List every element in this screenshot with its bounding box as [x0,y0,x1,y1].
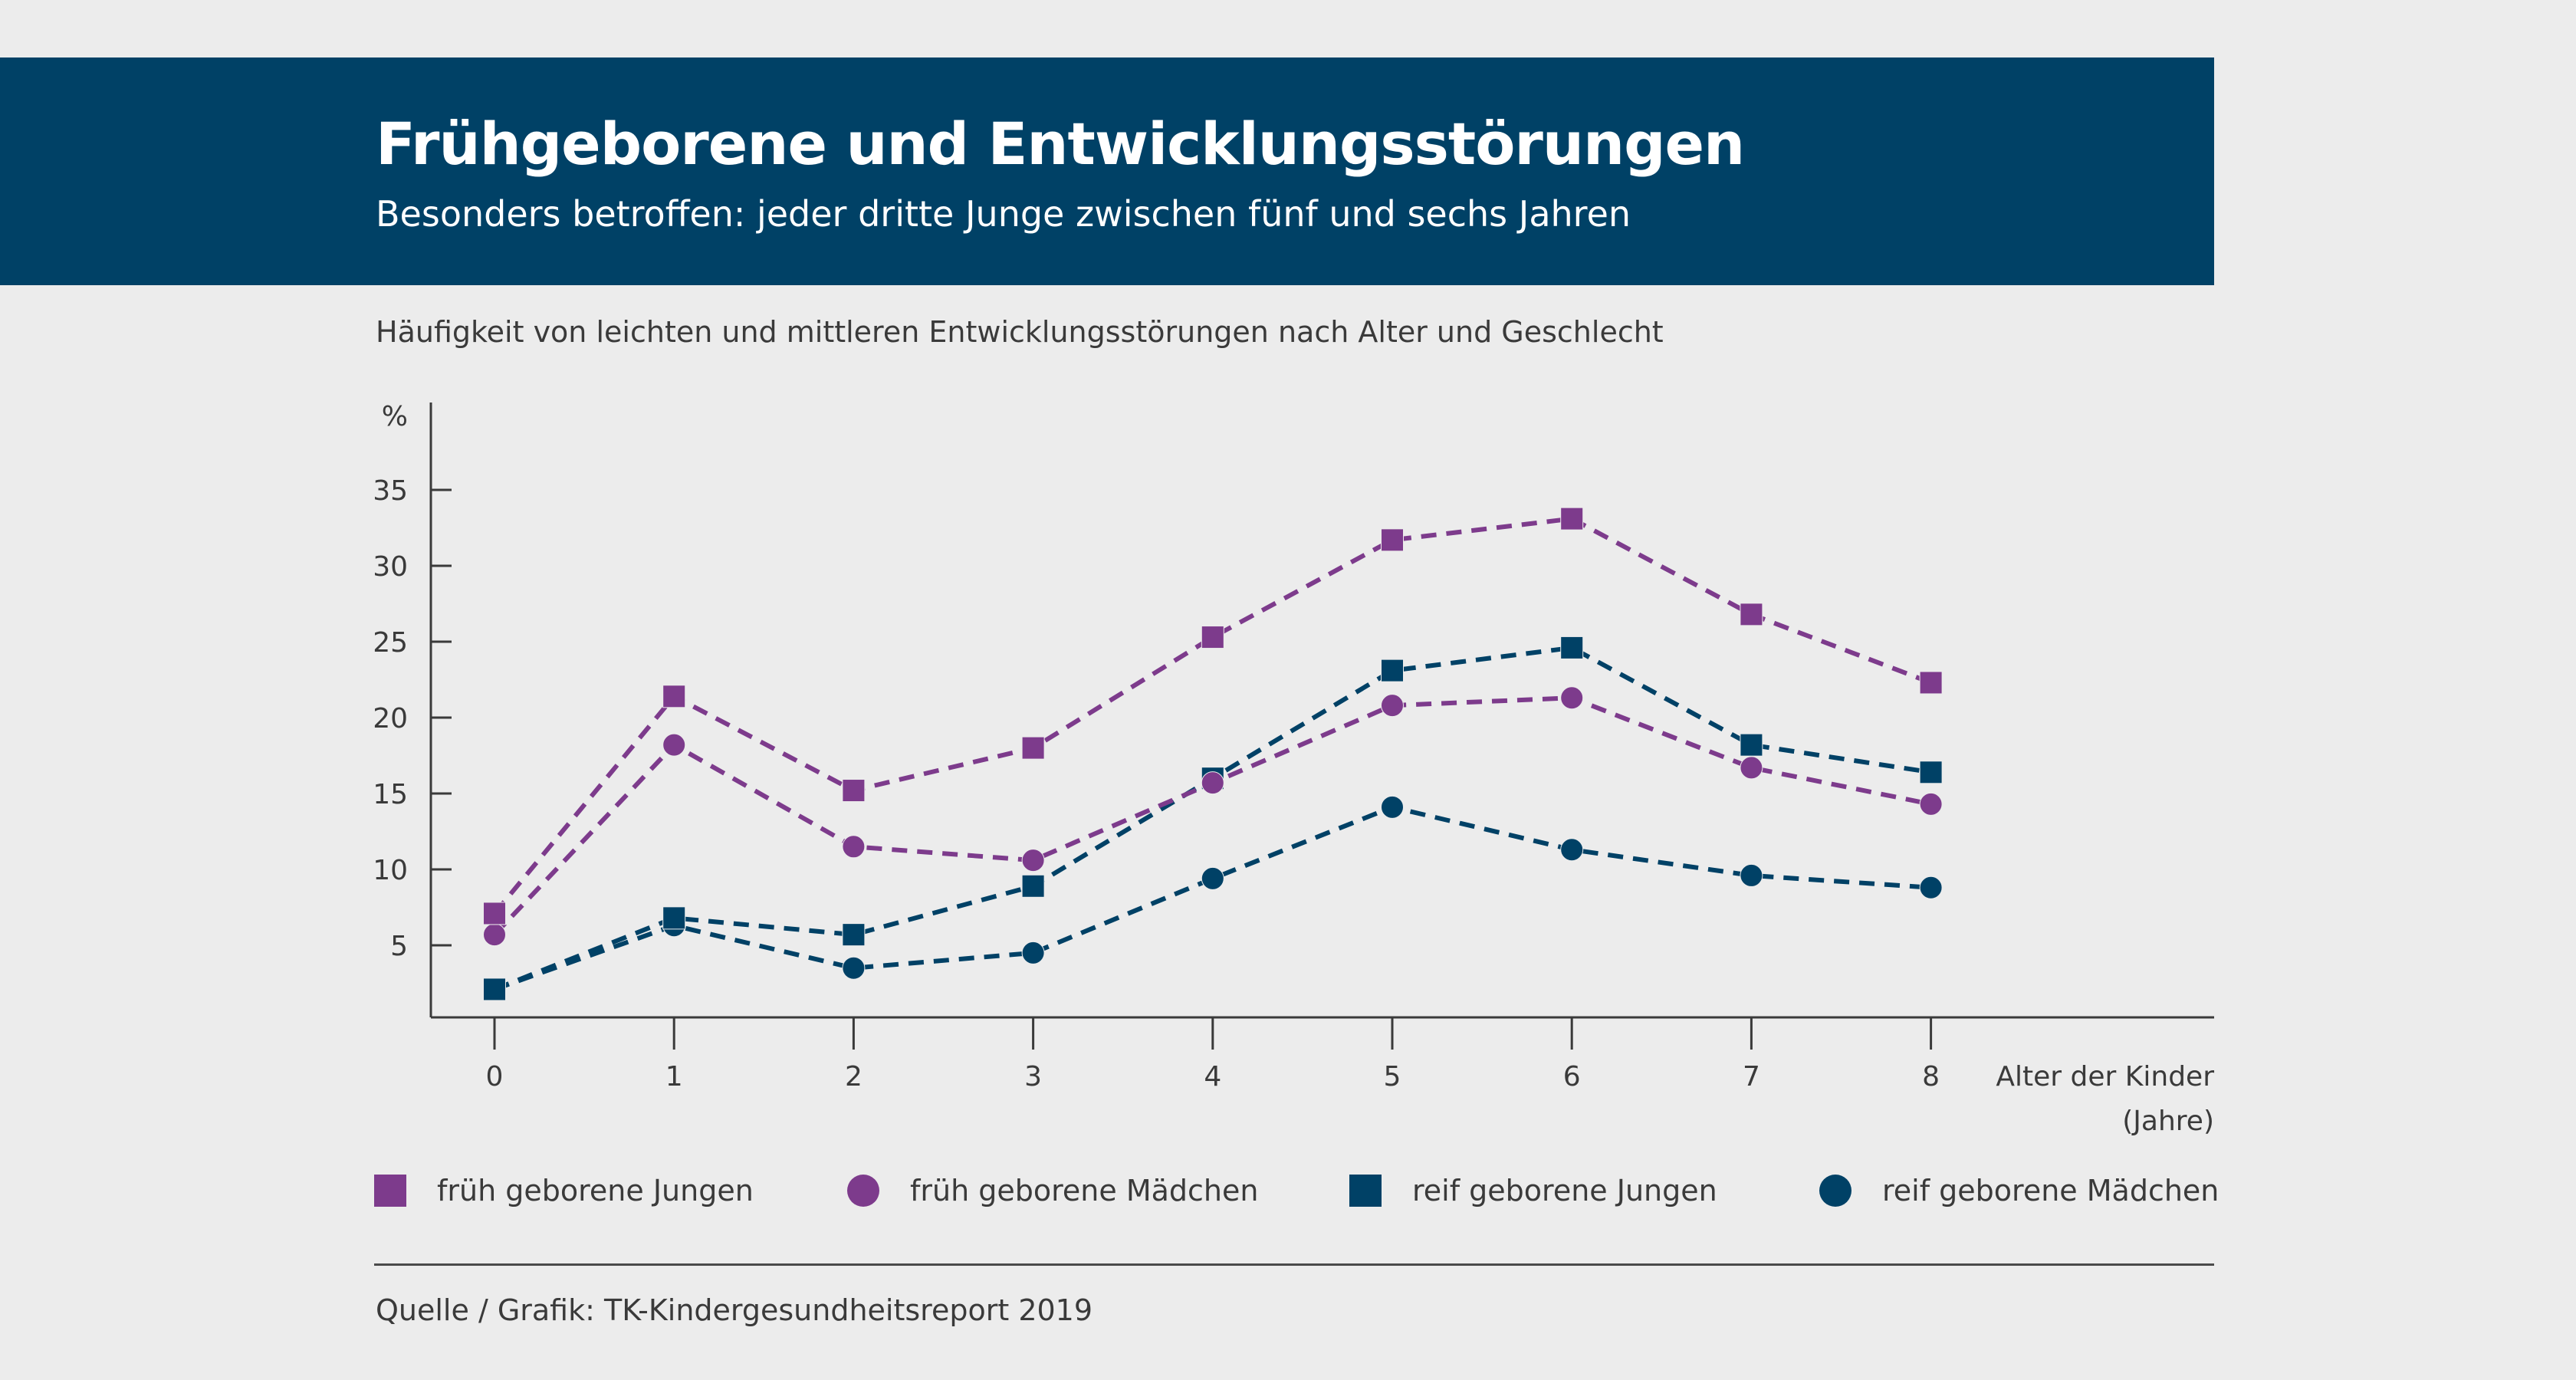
data-point-square [1919,761,1943,784]
series-reif-geborene-mädchen [483,795,1943,1001]
data-point-square [1021,874,1045,898]
y-axis-unit-label: % [382,401,408,432]
data-point-square [1560,507,1584,531]
page-title: Frühgeborene und Entwicklungsstörungen [376,110,1745,178]
data-point-circle [1919,876,1943,899]
y-tick-label: 35 [373,475,408,507]
series-line [493,804,1931,992]
x-tick-label: 6 [1563,1061,1581,1092]
circle-marker-icon [1819,1175,1852,1207]
circle-marker-icon [847,1175,879,1207]
y-tick-label: 30 [373,551,408,583]
data-point-circle [1381,795,1404,819]
data-point-circle [1560,686,1584,710]
data-point-square [842,779,866,803]
y-tick-label: 15 [373,779,408,810]
axes: % Alter der Kinder (Jahre) [382,401,2214,1137]
chart-subtitle: Häufigkeit von leichten und mittleren En… [376,315,1664,349]
series-reif-geborene-jungen [483,636,1943,1001]
legend-label: reif geborene Mädchen [1882,1174,2220,1208]
data-point-circle [842,956,866,980]
x-tick-label: 4 [1204,1061,1221,1092]
data-point-circle [483,923,506,947]
data-point-square [1740,733,1763,757]
series-group [483,507,1943,1001]
data-point-square [483,978,506,1001]
x-tick-label: 7 [1743,1061,1760,1092]
x-tick-label: 0 [486,1061,504,1092]
square-marker-icon [1349,1175,1382,1207]
header-banner [0,58,2214,285]
series-früh-geborene-mädchen [483,686,1943,947]
footer-divider [374,1263,2214,1266]
data-point-square [1201,626,1224,649]
x-tick-label: 5 [1384,1061,1401,1092]
source-note: Quelle / Grafik: TK-Kindergesundheitsrep… [376,1293,1093,1327]
data-point-circle [842,835,866,859]
data-point-circle [1919,792,1943,816]
data-point-circle [1021,849,1045,872]
data-point-square [1560,636,1584,659]
data-point-square [662,685,686,708]
data-point-square [1381,528,1404,552]
page-subtitle: Besonders betroffen: jeder dritte Junge … [376,193,1631,235]
legend-item-reif-jungen: reif geborene Jungen [1349,1173,1717,1208]
data-point-circle [1201,866,1224,890]
data-point-square [483,902,506,925]
y-tick-label: 10 [373,855,408,886]
x-axis-label-line-1: Alter der Kinder [1996,1061,2214,1092]
y-tick-label: 20 [373,703,408,734]
y-ticks: 5 10 15 20 25 30 35 [373,475,452,962]
data-point-circle [1201,771,1224,795]
data-point-circle [1381,694,1404,718]
y-tick-label: 5 [390,931,408,962]
legend-label: früh geborene Jungen [437,1174,754,1208]
square-marker-icon [374,1175,406,1207]
x-ticks: 0 1 2 3 4 5 6 7 8 [486,1017,1940,1092]
legend-item-frueh-jungen: früh geborene Jungen [374,1173,754,1208]
legend: früh geborene Jungen früh geborene Mädch… [0,1173,2576,1211]
x-tick-label: 3 [1024,1061,1042,1092]
x-axis-label-line-2: (Jahre) [2122,1106,2214,1137]
data-point-circle [1740,863,1763,887]
legend-label: früh geborene Mädchen [910,1174,1259,1208]
data-point-square [1740,603,1763,626]
data-point-square [842,923,866,947]
series-line [492,695,1932,937]
x-tick-label: 8 [1922,1061,1940,1092]
data-point-square [1381,659,1404,682]
data-point-circle [662,733,686,757]
data-point-square [662,906,686,930]
series-line [492,516,1932,915]
data-point-circle [1740,756,1763,780]
data-point-square [1021,736,1045,760]
series-früh-geborene-jungen [483,507,1943,925]
data-point-circle [1560,838,1584,862]
series-line [493,645,1932,992]
legend-item-reif-maedchen: reif geborene Mädchen [1819,1173,2219,1208]
x-tick-label: 1 [665,1061,683,1092]
legend-label: reif geborene Jungen [1412,1174,1717,1208]
data-point-circle [1021,941,1045,964]
legend-item-frueh-maedchen: früh geborene Mädchen [847,1173,1258,1208]
y-tick-label: 25 [373,627,408,659]
data-point-square [1919,671,1943,695]
x-tick-label: 2 [845,1061,863,1092]
